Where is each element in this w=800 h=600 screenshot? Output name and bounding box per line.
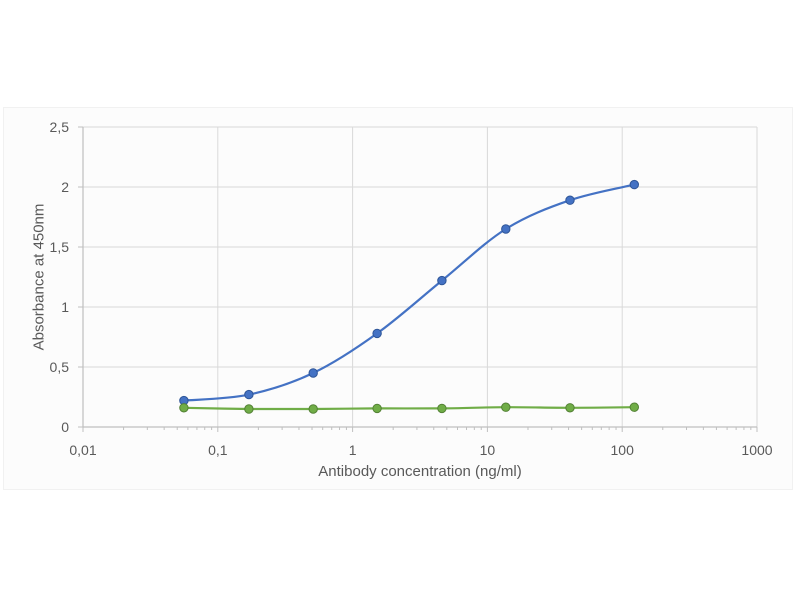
x-tick-label: 0,01 xyxy=(69,442,97,458)
green-series-data-point xyxy=(629,402,639,412)
blue-series-data-point xyxy=(437,275,447,286)
blue-series-line xyxy=(182,183,636,402)
blue-series-data-point xyxy=(629,179,639,190)
blue-series-data-point xyxy=(372,328,382,339)
y-tick-label: 1 xyxy=(61,299,69,315)
y-tick-label: 0,5 xyxy=(49,359,69,375)
y-tick-label: 1,5 xyxy=(49,239,69,255)
blue-series-data-point xyxy=(244,389,254,400)
x-tick-label: 1000 xyxy=(741,442,773,458)
green-series-data-point xyxy=(437,403,447,414)
x-tick-label: 0,1 xyxy=(208,442,228,458)
green-series-data-point xyxy=(244,404,254,414)
x-axis-title: Antibody concentration (ng/ml) xyxy=(318,463,522,480)
x-tick-label: 10 xyxy=(479,442,496,458)
green-series-data-point xyxy=(501,402,511,412)
x-tick-label: 1 xyxy=(348,442,357,458)
y-tick-label: 2 xyxy=(61,179,69,195)
y-axis-title: Absorbance at 450nm xyxy=(30,203,48,351)
green-series-data-point xyxy=(565,403,575,413)
chart-image-frame xyxy=(3,107,793,490)
green-series-data-point xyxy=(308,404,318,414)
blue-series-data-point xyxy=(308,368,318,378)
y-tick-label: 2,5 xyxy=(49,119,69,135)
blue-series-data-point xyxy=(565,195,575,205)
green-series-data-point xyxy=(179,403,189,413)
blue-series-data-point xyxy=(501,224,511,234)
x-tick-label: 100 xyxy=(610,442,634,458)
y-tick-label: 0 xyxy=(61,419,69,435)
green-series-data-point xyxy=(372,403,382,414)
